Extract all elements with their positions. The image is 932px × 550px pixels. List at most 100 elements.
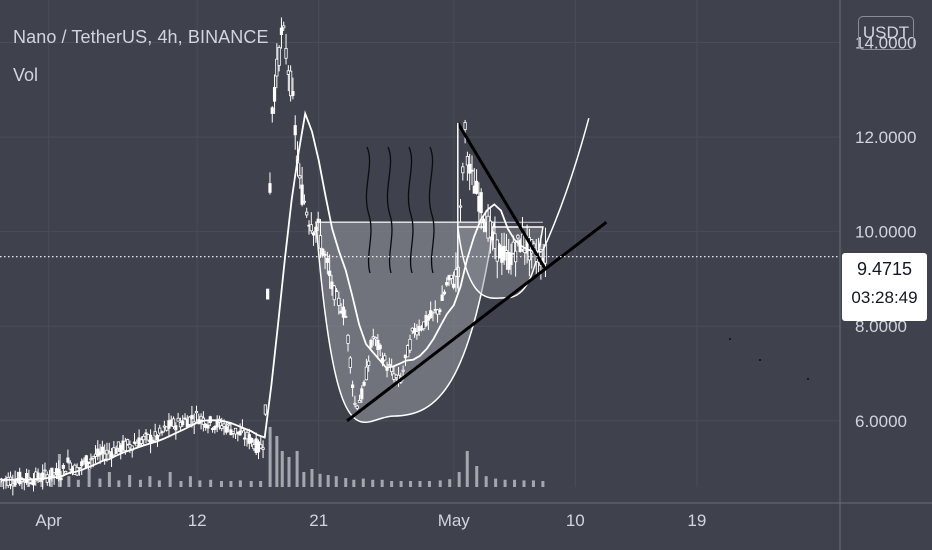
volume-bar bbox=[503, 479, 507, 487]
candle-body bbox=[151, 439, 155, 442]
candle-body bbox=[103, 453, 107, 460]
time-tick-label: May bbox=[438, 511, 471, 530]
current-price-tag: 9.4715 03:28:49 bbox=[842, 253, 927, 321]
candle-body bbox=[86, 461, 91, 464]
candle-body bbox=[442, 291, 447, 295]
candle-body bbox=[516, 234, 520, 239]
candle-body bbox=[445, 282, 449, 286]
volume-bars bbox=[0, 427, 545, 487]
price-tick-label: 12.0000 bbox=[855, 128, 916, 147]
candle-body bbox=[176, 417, 180, 422]
candle-body bbox=[330, 281, 334, 290]
candle-body bbox=[465, 156, 470, 166]
volume-bar bbox=[98, 478, 102, 487]
candle-body bbox=[431, 311, 435, 314]
candle-body bbox=[249, 437, 254, 443]
volume-bar bbox=[128, 475, 132, 487]
candle-body bbox=[213, 425, 217, 430]
candle-body bbox=[468, 163, 472, 174]
candle-body bbox=[238, 430, 242, 436]
candle-body bbox=[272, 86, 277, 102]
chart-grid bbox=[0, 0, 840, 487]
candle-body bbox=[452, 283, 456, 288]
candle-body bbox=[438, 309, 442, 313]
volume-bar bbox=[302, 472, 306, 487]
candle-body bbox=[89, 458, 93, 461]
candle-body bbox=[282, 25, 286, 29]
volume-bar bbox=[522, 480, 526, 487]
volume-bar bbox=[107, 472, 111, 487]
candle-body bbox=[300, 184, 304, 205]
marker-dot bbox=[807, 378, 809, 380]
candle-body bbox=[181, 420, 185, 426]
candle-body bbox=[509, 252, 513, 266]
volume-bar bbox=[371, 479, 375, 487]
candle-body bbox=[344, 315, 348, 318]
candle-body bbox=[351, 384, 355, 389]
volume-bar bbox=[229, 481, 233, 487]
candle-body bbox=[316, 218, 320, 223]
candle-body bbox=[461, 166, 465, 174]
steam-wisp bbox=[428, 146, 435, 274]
candle-body bbox=[364, 366, 368, 381]
candle-body bbox=[153, 431, 157, 437]
candle-body bbox=[520, 233, 525, 250]
volume-bar bbox=[465, 451, 469, 487]
volume-bar bbox=[209, 479, 213, 487]
candle-body bbox=[84, 455, 88, 468]
currency-unit-badge[interactable]: USDT bbox=[858, 16, 914, 50]
volume-bar bbox=[157, 480, 161, 487]
symbol-legend[interactable]: Nano / TetherUS, 4h, BINANCE bbox=[13, 27, 269, 47]
candle-body bbox=[107, 451, 111, 453]
price-tick-label: 10.0000 bbox=[855, 223, 916, 242]
candle-body bbox=[259, 444, 263, 449]
candle-body bbox=[383, 355, 387, 361]
volume-bar bbox=[438, 480, 442, 487]
volume-bar bbox=[268, 427, 272, 487]
candle-body bbox=[268, 183, 272, 193]
candle-body bbox=[426, 316, 430, 321]
candle-body bbox=[309, 224, 313, 232]
volume-bar bbox=[76, 479, 80, 487]
trend-drawings[interactable] bbox=[346, 118, 809, 422]
candle-body bbox=[502, 245, 506, 261]
candle-body bbox=[183, 417, 187, 420]
marker-dot bbox=[759, 359, 761, 361]
volume-bar bbox=[475, 466, 479, 487]
candle-body bbox=[305, 211, 309, 216]
volume-bar bbox=[26, 481, 30, 487]
volume-ma-line bbox=[1, 110, 542, 481]
candle-body bbox=[114, 448, 118, 454]
volume-bar bbox=[380, 479, 384, 487]
volume-bar bbox=[49, 477, 53, 487]
volume-bar bbox=[219, 481, 223, 487]
candle-body bbox=[293, 125, 297, 136]
candle-body bbox=[488, 220, 492, 238]
volume-bar bbox=[409, 481, 413, 487]
volume-bar bbox=[259, 481, 263, 487]
volume-bar bbox=[138, 479, 142, 487]
candle-body bbox=[279, 27, 284, 36]
candle-body bbox=[68, 462, 72, 470]
candle-body bbox=[362, 381, 366, 386]
candle-body bbox=[458, 205, 463, 208]
volume-indicator-label[interactable]: Vol bbox=[13, 65, 39, 85]
candle-body bbox=[357, 400, 362, 403]
candle-body bbox=[302, 200, 306, 203]
candle-body bbox=[123, 440, 127, 451]
candle-body bbox=[263, 404, 267, 415]
candle-body bbox=[311, 232, 316, 236]
candle-body bbox=[158, 427, 162, 434]
time-tick-label: 12 bbox=[188, 511, 207, 530]
candle-body bbox=[369, 339, 373, 348]
volume-bar bbox=[0, 481, 3, 487]
price-tick-label: 8.0000 bbox=[855, 317, 907, 336]
candle-body bbox=[341, 306, 346, 318]
candle-body bbox=[429, 310, 433, 319]
volume-bar bbox=[249, 481, 253, 487]
candle-body bbox=[66, 457, 70, 463]
price-tick-label: 14.0000 bbox=[855, 34, 916, 53]
steam-wisp bbox=[386, 146, 393, 274]
